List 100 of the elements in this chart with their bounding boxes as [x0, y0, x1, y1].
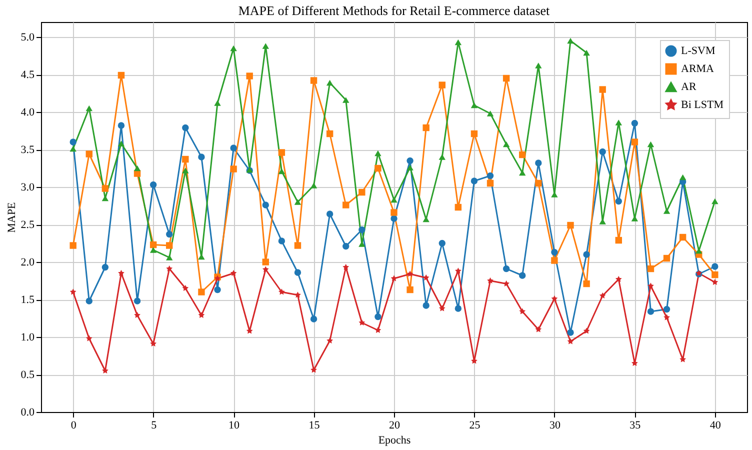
point — [454, 305, 462, 312]
point — [86, 298, 92, 304]
point — [70, 138, 76, 146]
point — [374, 313, 382, 320]
y-tick-label: 2.5 — [20, 219, 35, 231]
point — [406, 286, 414, 294]
point — [374, 150, 382, 156]
point — [230, 166, 237, 172]
point — [310, 366, 317, 373]
point — [166, 265, 173, 272]
point — [454, 39, 462, 46]
point — [118, 140, 125, 146]
point — [422, 302, 430, 309]
point — [134, 312, 140, 318]
point — [679, 174, 686, 180]
point — [712, 198, 718, 204]
point — [294, 242, 302, 249]
point — [631, 138, 638, 146]
y-tick-label: 5.0 — [20, 32, 35, 44]
y-tick-label: 3.5 — [20, 144, 35, 156]
point — [502, 74, 510, 82]
point — [134, 298, 141, 304]
point — [470, 178, 478, 184]
point — [647, 308, 654, 315]
point — [182, 168, 189, 174]
point — [615, 120, 622, 126]
point — [198, 154, 205, 160]
point — [358, 319, 366, 326]
point — [567, 329, 574, 336]
point — [648, 282, 654, 289]
point — [583, 50, 590, 56]
point — [535, 62, 542, 68]
point — [406, 157, 414, 164]
point — [342, 97, 350, 103]
legend-label: ARMA — [681, 63, 714, 75]
point — [470, 130, 478, 138]
x-tick-label: 35 — [630, 420, 642, 432]
point — [486, 172, 494, 180]
x-tick-label: 40 — [710, 420, 722, 432]
point — [294, 269, 302, 276]
point — [390, 215, 398, 222]
point — [679, 234, 686, 241]
point — [599, 218, 606, 224]
point — [422, 124, 430, 132]
point — [535, 180, 542, 187]
point — [118, 122, 125, 129]
x-tick-label: 5 — [151, 420, 158, 432]
point — [134, 165, 141, 172]
point — [438, 82, 446, 88]
point — [551, 257, 558, 264]
point — [487, 277, 494, 284]
point — [118, 270, 124, 276]
point — [214, 100, 221, 106]
point — [535, 326, 542, 332]
point — [278, 168, 286, 174]
point — [519, 272, 526, 279]
point — [551, 248, 558, 256]
point — [150, 340, 157, 346]
point — [262, 266, 269, 272]
point — [374, 326, 382, 333]
point — [454, 204, 462, 211]
x-tick-label: 10 — [228, 420, 240, 432]
point — [406, 164, 414, 170]
point — [615, 198, 622, 205]
point — [182, 284, 189, 291]
point — [486, 110, 494, 116]
x-tick-label: 30 — [549, 420, 561, 432]
point — [664, 314, 670, 320]
point — [390, 275, 398, 282]
point — [262, 202, 269, 208]
point — [214, 286, 221, 294]
x-axis-title: Epochs — [378, 434, 411, 446]
y-tick-label: 4.0 — [20, 106, 35, 118]
point — [262, 258, 269, 266]
y-tick-label: 1.5 — [20, 294, 35, 306]
point — [70, 242, 76, 249]
point — [166, 230, 173, 238]
point — [519, 308, 526, 314]
point — [198, 312, 205, 318]
point — [342, 264, 350, 270]
point — [438, 305, 446, 312]
point — [712, 278, 718, 285]
point — [310, 182, 318, 188]
point — [615, 276, 622, 282]
point — [166, 242, 173, 249]
point — [86, 105, 92, 112]
point — [663, 306, 670, 313]
point — [278, 238, 286, 244]
point — [102, 185, 109, 192]
point — [406, 270, 414, 277]
point — [438, 154, 446, 160]
point — [326, 210, 334, 218]
point — [615, 236, 622, 244]
point — [358, 226, 366, 234]
point — [583, 328, 590, 334]
point — [230, 45, 237, 52]
point — [166, 254, 173, 260]
point — [326, 130, 334, 138]
point — [712, 271, 718, 278]
point — [182, 124, 189, 132]
